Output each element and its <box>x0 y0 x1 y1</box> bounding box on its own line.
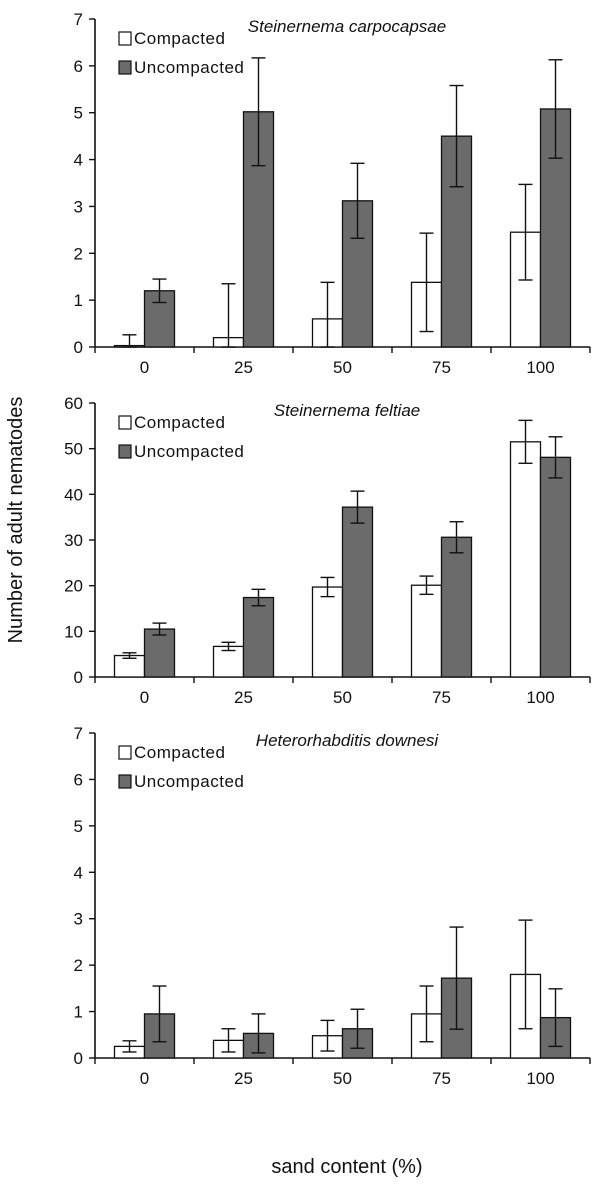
legend-label: Uncompacted <box>134 58 244 77</box>
x-tick-label: 25 <box>234 358 253 377</box>
uncompacted-bar <box>143 628 176 678</box>
y-tick-label: 2 <box>74 956 83 975</box>
y-tick-label: 5 <box>74 817 83 836</box>
chart-panel-1: 0 1 2 3 4 5 6 7 0 25 50 75 100 Steinernema carpocapsa… <box>74 10 591 377</box>
y-tick-label: 4 <box>74 863 83 882</box>
x-tick-label: 100 <box>526 1069 554 1088</box>
legend-label: Compacted <box>134 29 225 48</box>
compacted-bar <box>410 584 443 678</box>
y-tick-label: 0 <box>74 668 83 687</box>
y-tick-label: 0 <box>74 338 83 357</box>
legend-swatch-compacted <box>118 31 132 46</box>
x-tick-label: 25 <box>234 1069 253 1088</box>
y-tick-label: 50 <box>64 440 83 459</box>
x-axis-title: sand content (%) <box>271 1156 422 1178</box>
x-tick-label: 50 <box>333 1069 352 1088</box>
uncompacted-bar <box>242 596 275 678</box>
y-tick-label: 4 <box>74 151 83 170</box>
legend-swatch-compacted <box>118 415 132 430</box>
legend-label: Uncompacted <box>134 772 244 791</box>
y-axis-title: Number of adult nematodes <box>5 397 27 644</box>
x-tick-label: 75 <box>432 1069 451 1088</box>
y-tick-label: 5 <box>74 104 83 123</box>
x-tick-label: 25 <box>234 688 253 707</box>
x-tick-label: 0 <box>140 358 149 377</box>
y-tick-label: 40 <box>64 485 83 504</box>
chart-title: Steinernema feltiae <box>274 401 420 420</box>
legend-swatch-uncompacted <box>118 774 132 789</box>
y-tick-label: 30 <box>64 531 83 550</box>
x-tick-label: 75 <box>432 688 451 707</box>
chart-title: Heterorhabditis downesi <box>256 731 440 750</box>
y-tick-label: 20 <box>64 577 83 596</box>
compacted-bar <box>311 586 344 678</box>
uncompacted-bar <box>539 456 572 678</box>
y-tick-label: 3 <box>74 910 83 929</box>
legend-swatch-compacted <box>118 745 132 760</box>
y-tick-label: 7 <box>74 10 83 29</box>
x-tick-label: 0 <box>140 1069 149 1088</box>
y-tick-label: 60 <box>64 394 83 413</box>
y-tick-label: 6 <box>74 57 83 76</box>
y-tick-label: 1 <box>74 291 83 310</box>
legend-label: Compacted <box>134 743 225 762</box>
x-tick-label: 50 <box>333 358 352 377</box>
legend-swatch-uncompacted <box>118 444 132 459</box>
compacted-bar <box>509 441 542 678</box>
y-tick-label: 6 <box>74 770 83 789</box>
x-tick-label: 50 <box>333 688 352 707</box>
y-tick-label: 10 <box>64 622 83 641</box>
chart-panel-2: 0 10 20 30 40 50 60 0 25 50 75 100 Steinernema felti… <box>64 394 591 707</box>
chart-panel-3: 0 1 2 3 4 5 6 7 0 25 50 75 100 Heterorhabditis downes… <box>74 724 591 1088</box>
x-tick-label: 75 <box>432 358 451 377</box>
x-tick-label: 0 <box>140 688 149 707</box>
x-tick-label: 100 <box>526 358 554 377</box>
uncompacted-bar <box>440 536 473 678</box>
legend-swatch-uncompacted <box>118 60 132 75</box>
y-tick-label: 1 <box>74 1003 83 1022</box>
uncompacted-bar <box>341 506 374 678</box>
legend-label: Uncompacted <box>134 442 244 461</box>
compacted-bar <box>509 231 542 348</box>
y-tick-label: 7 <box>74 724 83 743</box>
x-tick-label: 100 <box>526 688 554 707</box>
y-tick-label: 2 <box>74 244 83 263</box>
y-tick-label: 0 <box>74 1049 83 1068</box>
legend-label: Compacted <box>134 413 225 432</box>
y-tick-label: 3 <box>74 197 83 216</box>
chart-title: Steinernema carpocapsae <box>248 17 446 36</box>
